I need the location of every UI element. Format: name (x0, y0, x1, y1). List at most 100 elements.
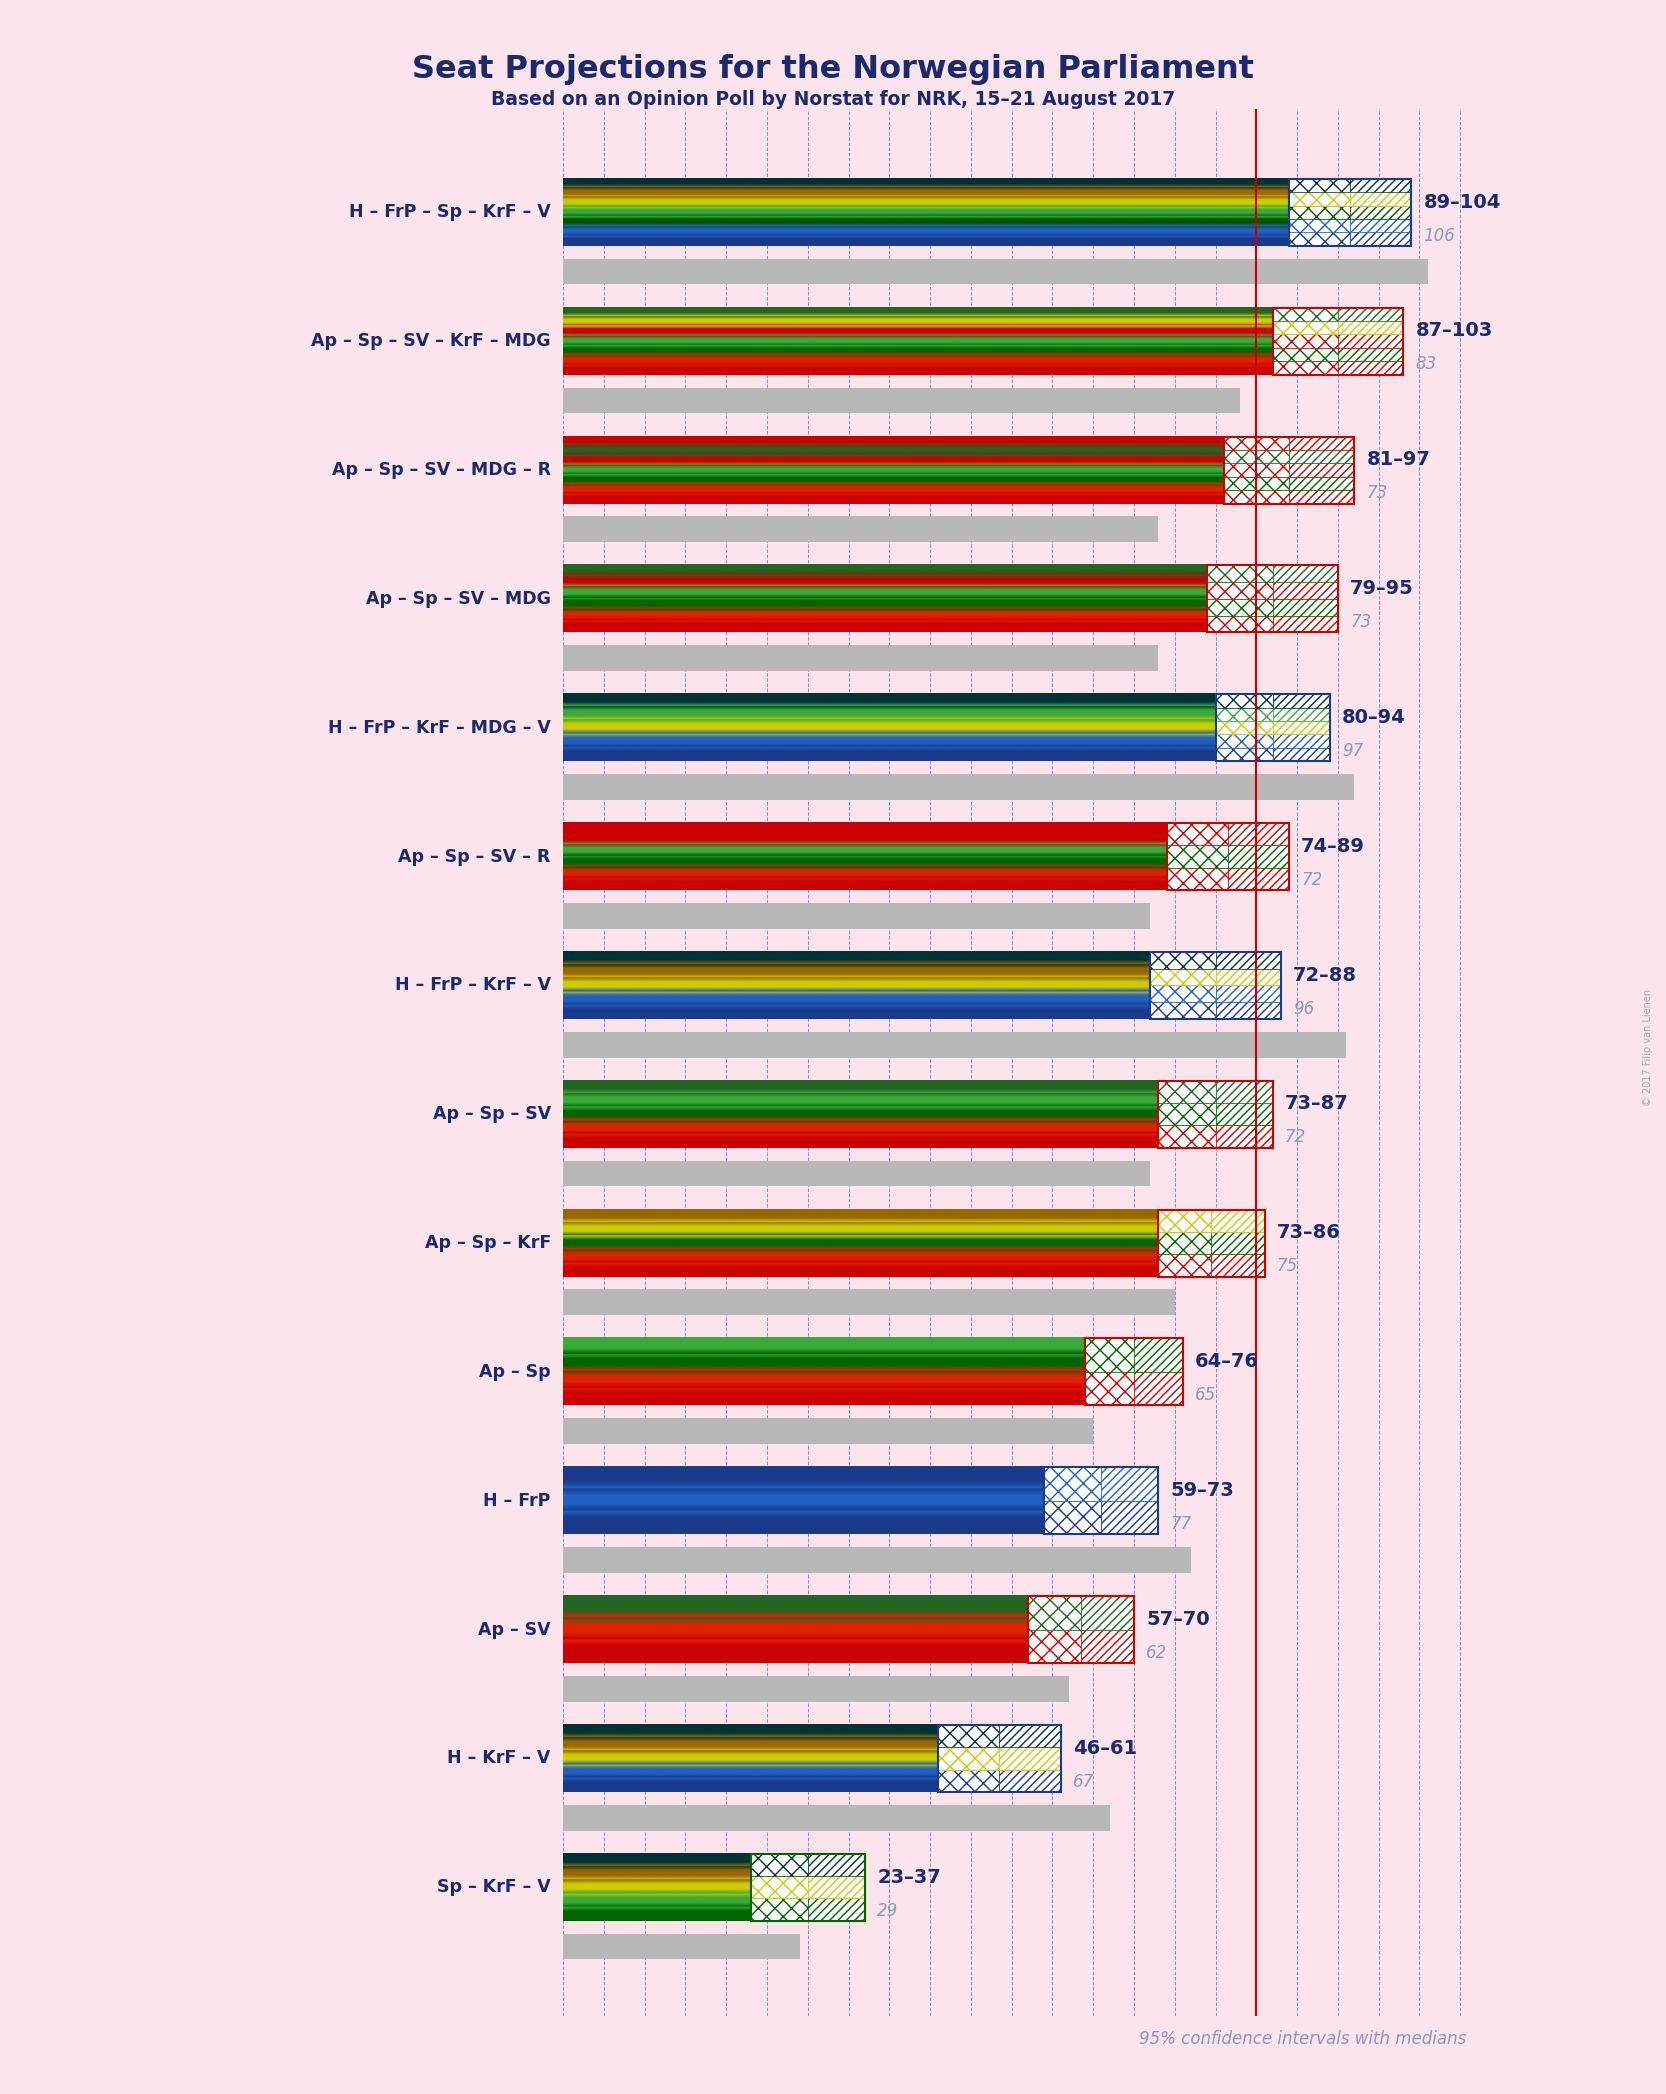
Bar (1085, 1338, 1183, 1405)
Bar (563, 1805, 1110, 1830)
Bar (1273, 720, 1329, 735)
Bar (1289, 178, 1349, 193)
Bar (1158, 1081, 1216, 1104)
Bar (1208, 616, 1273, 632)
Text: 73–87: 73–87 (1284, 1095, 1349, 1114)
Bar (1216, 735, 1273, 748)
Bar (1225, 436, 1289, 450)
Bar (1338, 308, 1403, 320)
Text: 77: 77 (1171, 1514, 1191, 1533)
Text: 73: 73 (1349, 614, 1371, 630)
Bar (1216, 953, 1281, 970)
Text: 57–70: 57–70 (1146, 1610, 1210, 1629)
Bar (1349, 220, 1411, 232)
Bar (1216, 970, 1281, 986)
Text: Ap – Sp – KrF: Ap – Sp – KrF (425, 1233, 551, 1252)
Bar (1273, 708, 1329, 720)
Bar (1216, 1081, 1273, 1104)
Bar (1273, 348, 1338, 362)
Bar (1000, 1746, 1061, 1769)
Bar (1028, 1596, 1135, 1663)
Bar (1208, 599, 1273, 616)
Bar (808, 1853, 865, 1876)
Bar (1225, 436, 1354, 503)
Bar (1289, 193, 1349, 205)
Bar (1225, 490, 1289, 503)
Bar (1273, 616, 1338, 632)
Bar (563, 1933, 800, 1960)
Bar (751, 1853, 808, 1876)
Bar (1338, 320, 1403, 335)
Bar (938, 1769, 1000, 1792)
Bar (1338, 348, 1403, 362)
Bar (1166, 867, 1228, 890)
Text: 65: 65 (1195, 1386, 1216, 1405)
Bar (1273, 695, 1329, 708)
Bar (563, 903, 1150, 930)
Bar (1158, 1104, 1216, 1124)
Text: 97: 97 (1343, 741, 1363, 760)
Text: 67: 67 (1073, 1774, 1095, 1790)
Bar (808, 1876, 865, 1899)
Bar (1289, 490, 1354, 503)
Text: 83: 83 (1416, 356, 1436, 373)
Text: 46–61: 46–61 (1073, 1738, 1136, 1757)
Bar (563, 1032, 1346, 1057)
Bar (563, 1418, 1093, 1445)
Text: 72: 72 (1284, 1129, 1306, 1145)
Bar (1081, 1629, 1135, 1663)
Bar (1150, 970, 1216, 986)
Text: © 2017 Filip van Lienen: © 2017 Filip van Lienen (1643, 988, 1653, 1106)
Text: Ap – SV: Ap – SV (478, 1621, 551, 1640)
Text: 74–89: 74–89 (1301, 838, 1364, 856)
Bar (1158, 1231, 1211, 1254)
Bar (1273, 335, 1338, 348)
Text: Ap – Sp – SV – MDG: Ap – Sp – SV – MDG (367, 591, 551, 607)
Bar (1028, 1629, 1081, 1663)
Text: 95% confidence intervals with medians: 95% confidence intervals with medians (1140, 2029, 1466, 2048)
Bar (1349, 232, 1411, 245)
Text: Ap – Sp – SV – R: Ap – Sp – SV – R (398, 848, 551, 865)
Text: H – FrP: H – FrP (483, 1491, 551, 1510)
Bar (1216, 1104, 1273, 1124)
Bar (1225, 450, 1289, 463)
Bar (1273, 582, 1338, 599)
Bar (1273, 735, 1329, 748)
Bar (563, 1290, 1175, 1315)
Bar (1150, 1003, 1216, 1020)
Bar (1045, 1468, 1101, 1501)
Bar (1228, 867, 1289, 890)
Bar (1101, 1501, 1158, 1535)
Text: 79–95: 79–95 (1349, 580, 1414, 599)
Bar (751, 1899, 808, 1920)
Bar (1216, 1003, 1281, 1020)
Bar (1085, 1372, 1135, 1405)
Bar (1211, 1254, 1264, 1277)
Bar (1135, 1338, 1183, 1372)
Bar (1289, 477, 1354, 490)
Text: Ap – Sp – SV – KrF – MDG: Ap – Sp – SV – KrF – MDG (312, 333, 551, 350)
Bar (1158, 1081, 1273, 1148)
Text: Ap – Sp – SV – MDG – R: Ap – Sp – SV – MDG – R (332, 461, 551, 480)
Text: 106: 106 (1423, 226, 1456, 245)
Bar (1150, 953, 1216, 970)
Text: 72–88: 72–88 (1293, 965, 1358, 984)
Bar (563, 1675, 1070, 1702)
Bar (1228, 846, 1289, 867)
Text: Seat Projections for the Norwegian Parliament: Seat Projections for the Norwegian Parli… (412, 54, 1254, 86)
Bar (1349, 193, 1411, 205)
Bar (563, 1547, 1191, 1573)
Bar (1338, 362, 1403, 375)
Text: 75: 75 (1276, 1256, 1298, 1275)
Bar (751, 1876, 808, 1899)
Bar (563, 645, 1158, 670)
Bar (1101, 1468, 1158, 1501)
Text: H – KrF – V: H – KrF – V (448, 1748, 551, 1767)
Text: 72: 72 (1301, 871, 1323, 888)
Bar (1208, 565, 1273, 582)
Bar (1208, 565, 1338, 632)
Bar (1289, 463, 1354, 477)
Bar (938, 1746, 1000, 1769)
Bar (1216, 720, 1273, 735)
Bar (1135, 1372, 1183, 1405)
